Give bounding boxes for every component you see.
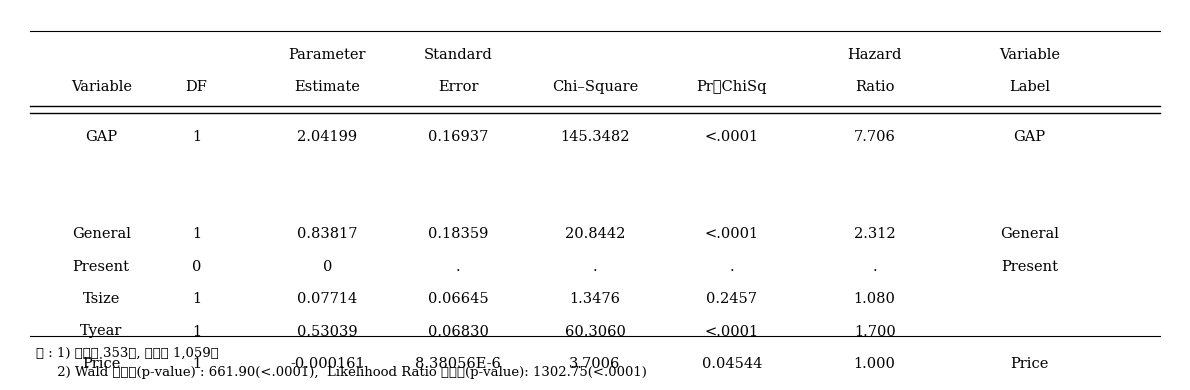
Text: Tyear: Tyear: [80, 324, 123, 339]
Text: .: .: [729, 260, 734, 274]
Text: Error: Error: [438, 80, 478, 94]
Text: .: .: [872, 260, 877, 274]
Text: Pr〉ChiSq: Pr〉ChiSq: [696, 80, 768, 94]
Text: .: .: [456, 260, 461, 274]
Text: 0.18359: 0.18359: [428, 227, 488, 241]
Text: 2) Wald 통계량(p-value) : 661.90(<.0001),  Likelihood Ratio 통계량(p-value): 1302.75(<: 2) Wald 통계량(p-value) : 661.90(<.0001), L…: [36, 366, 646, 379]
Text: 0.53039: 0.53039: [298, 324, 357, 339]
Text: Hazard: Hazard: [847, 48, 902, 62]
Text: Present: Present: [73, 260, 130, 274]
Text: Standard: Standard: [424, 48, 493, 62]
Text: 1.700: 1.700: [853, 324, 896, 339]
Text: 145.3482: 145.3482: [560, 130, 630, 144]
Text: Estimate: Estimate: [294, 80, 361, 94]
Text: Parameter: Parameter: [288, 48, 367, 62]
Text: 2.04199: 2.04199: [298, 130, 357, 144]
Text: 0.06645: 0.06645: [428, 292, 488, 306]
Text: 7.706: 7.706: [853, 130, 896, 144]
Text: 0.04544: 0.04544: [702, 357, 762, 371]
Text: <.0001: <.0001: [704, 324, 759, 339]
Text: GAP: GAP: [1014, 130, 1045, 144]
Text: 1: 1: [192, 227, 201, 241]
Text: 20.8442: 20.8442: [565, 227, 625, 241]
Text: Ratio: Ratio: [854, 80, 895, 94]
Text: Tsize: Tsize: [82, 292, 120, 306]
Text: <.0001: <.0001: [704, 130, 759, 144]
Text: 0.83817: 0.83817: [298, 227, 357, 241]
Text: 0.2457: 0.2457: [707, 292, 757, 306]
Text: 1: 1: [192, 324, 201, 339]
Text: 0.16937: 0.16937: [428, 130, 488, 144]
Text: Present: Present: [1001, 260, 1058, 274]
Text: 주 : 1) 응답자 353명, 관측치 1,059개: 주 : 1) 응답자 353명, 관측치 1,059개: [36, 346, 219, 360]
Text: 8.38056E-6: 8.38056E-6: [415, 357, 501, 371]
Text: 1: 1: [192, 357, 201, 371]
Text: Price: Price: [82, 357, 120, 371]
Text: 1.080: 1.080: [853, 292, 896, 306]
Text: 0: 0: [192, 260, 201, 274]
Text: Variable: Variable: [998, 48, 1060, 62]
Text: 3.7006: 3.7006: [569, 357, 621, 371]
Text: <.0001: <.0001: [704, 227, 759, 241]
Text: .: .: [593, 260, 597, 274]
Text: GAP: GAP: [86, 130, 117, 144]
Text: Label: Label: [1009, 80, 1050, 94]
Text: General: General: [1000, 227, 1059, 241]
Text: 60.3060: 60.3060: [564, 324, 626, 339]
Text: Variable: Variable: [70, 80, 132, 94]
Text: 1: 1: [192, 292, 201, 306]
Text: Chi–Square: Chi–Square: [552, 80, 638, 94]
Text: 2.312: 2.312: [854, 227, 895, 241]
Text: 1: 1: [192, 130, 201, 144]
Text: -0.000161: -0.000161: [290, 357, 364, 371]
Text: 0.07714: 0.07714: [298, 292, 357, 306]
Text: Price: Price: [1010, 357, 1048, 371]
Text: 1.000: 1.000: [853, 357, 896, 371]
Text: 1.3476: 1.3476: [570, 292, 620, 306]
Text: 0: 0: [322, 260, 332, 274]
Text: 0.06830: 0.06830: [427, 324, 489, 339]
Text: General: General: [71, 227, 131, 241]
Text: DF: DF: [186, 80, 207, 94]
